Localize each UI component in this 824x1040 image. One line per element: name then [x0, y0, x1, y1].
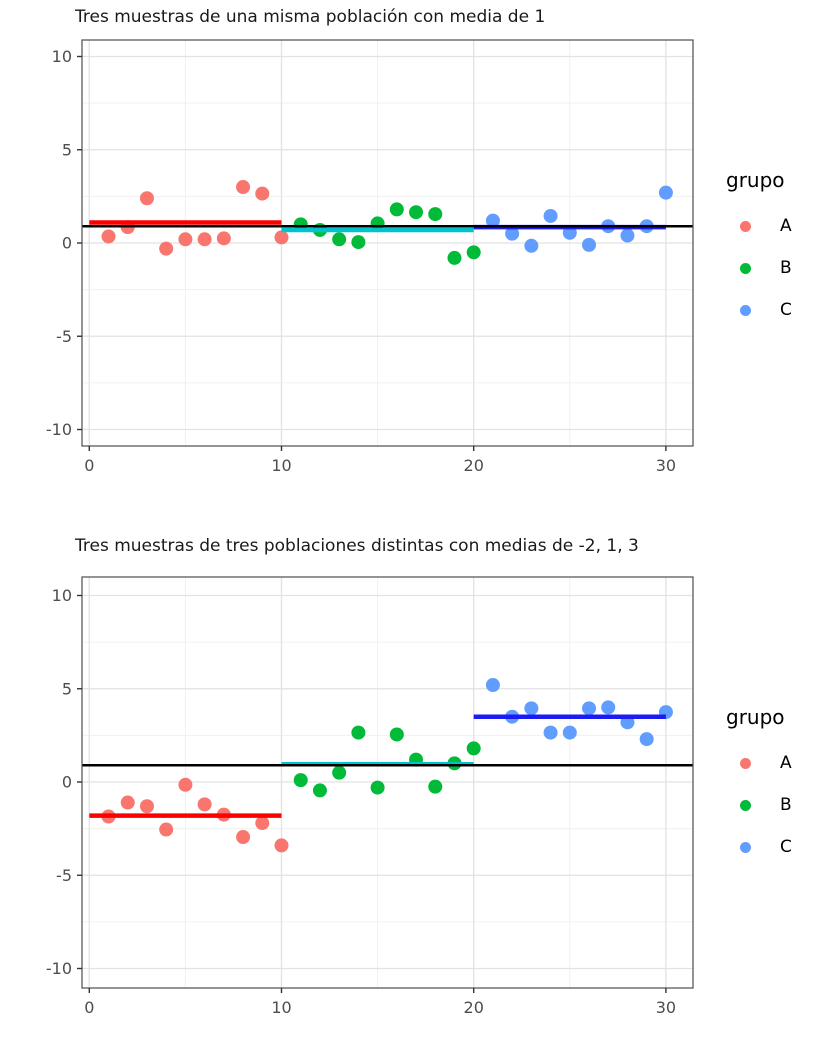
data-point-A: [178, 777, 193, 792]
data-point-A: [139, 191, 154, 206]
data-point-C: [582, 237, 597, 252]
data-point-B: [370, 780, 385, 795]
data-point-C: [505, 226, 520, 241]
y-tick-label: -10: [46, 420, 72, 439]
data-point-B: [428, 779, 443, 794]
data-point-A: [255, 186, 270, 201]
data-point-A: [255, 816, 270, 831]
data-point-A: [197, 797, 212, 812]
legend-dot-b-icon: [740, 799, 751, 811]
data-point-C: [524, 701, 539, 716]
x-tick-label: 20: [464, 998, 484, 1017]
legend-item-a: A: [726, 216, 792, 236]
data-point-A: [236, 180, 251, 195]
data-point-C: [639, 732, 654, 747]
legend-title: grupo: [726, 705, 785, 729]
legend-dot-c-icon: [740, 841, 751, 853]
data-point-C: [658, 185, 673, 200]
data-point-B: [389, 727, 404, 742]
data-point-B: [466, 741, 481, 756]
x-tick-label: 0: [84, 998, 94, 1017]
y-tick-label: -10: [46, 959, 72, 978]
data-point-C: [485, 678, 500, 693]
legend-item-b: B: [726, 258, 792, 278]
x-tick-label: 30: [656, 998, 676, 1017]
legend-dot-a-icon: [740, 220, 751, 232]
y-tick-label: 5: [62, 679, 72, 698]
data-point-C: [620, 228, 635, 243]
y-tick-label: -5: [56, 866, 72, 885]
data-point-C: [524, 238, 539, 253]
data-point-A: [159, 241, 174, 256]
legend-label-c: C: [780, 300, 792, 320]
data-point-B: [409, 205, 424, 220]
x-tick-label: 10: [271, 998, 291, 1017]
data-point-B: [312, 783, 327, 798]
data-point-A: [120, 795, 135, 810]
legend-item-c: C: [726, 300, 792, 320]
y-tick-label: 0: [62, 234, 72, 253]
legend-item-a: A: [726, 753, 792, 773]
legend-label-b: B: [780, 258, 792, 278]
data-point-A: [159, 822, 174, 837]
data-point-C: [485, 213, 500, 228]
legend-title: grupo: [726, 168, 785, 192]
data-point-B: [351, 725, 366, 740]
legend-label-c: C: [780, 837, 792, 857]
data-point-B: [332, 765, 347, 780]
legend-label-a: A: [780, 216, 792, 236]
legend-label-b: B: [780, 795, 792, 815]
data-point-C: [582, 701, 597, 716]
legend-dot-a-icon: [740, 757, 751, 769]
legend-bottom: grupo A B C: [726, 705, 792, 879]
chart-title-top: Tres muestras de una misma población con…: [75, 7, 546, 27]
data-point-B: [428, 207, 443, 222]
legend-dot-b-icon: [740, 262, 751, 274]
data-point-C: [543, 725, 558, 740]
data-point-A: [274, 230, 289, 245]
y-tick-label: 10: [52, 47, 72, 66]
data-point-A: [178, 232, 193, 247]
y-tick-label: 5: [62, 140, 72, 159]
data-point-A: [101, 229, 116, 244]
legend-item-c: C: [726, 837, 792, 857]
legend-label-a: A: [780, 753, 792, 773]
data-point-B: [293, 773, 308, 788]
data-point-B: [389, 202, 404, 217]
legend-dot-c-icon: [740, 304, 751, 316]
y-tick-label: 0: [62, 773, 72, 792]
y-tick-label: 10: [52, 586, 72, 605]
chart-title-bottom: Tres muestras de tres poblaciones distin…: [75, 536, 639, 556]
data-point-A: [236, 830, 251, 845]
data-point-A: [139, 799, 154, 814]
legend-top: grupo A B C: [726, 168, 792, 342]
data-point-C: [543, 208, 558, 223]
data-point-B: [466, 245, 481, 260]
y-tick-label: -5: [56, 327, 72, 346]
data-point-B: [447, 250, 462, 265]
data-point-A: [274, 838, 289, 853]
x-tick-label: 10: [271, 456, 291, 475]
data-point-C: [562, 725, 577, 740]
data-point-A: [216, 231, 231, 246]
x-tick-label: 0: [84, 456, 94, 475]
data-point-B: [332, 232, 347, 247]
legend-item-b: B: [726, 795, 792, 815]
data-point-C: [601, 700, 616, 715]
data-point-A: [197, 232, 212, 247]
x-tick-label: 20: [464, 456, 484, 475]
x-tick-label: 30: [656, 456, 676, 475]
data-point-B: [351, 235, 366, 250]
